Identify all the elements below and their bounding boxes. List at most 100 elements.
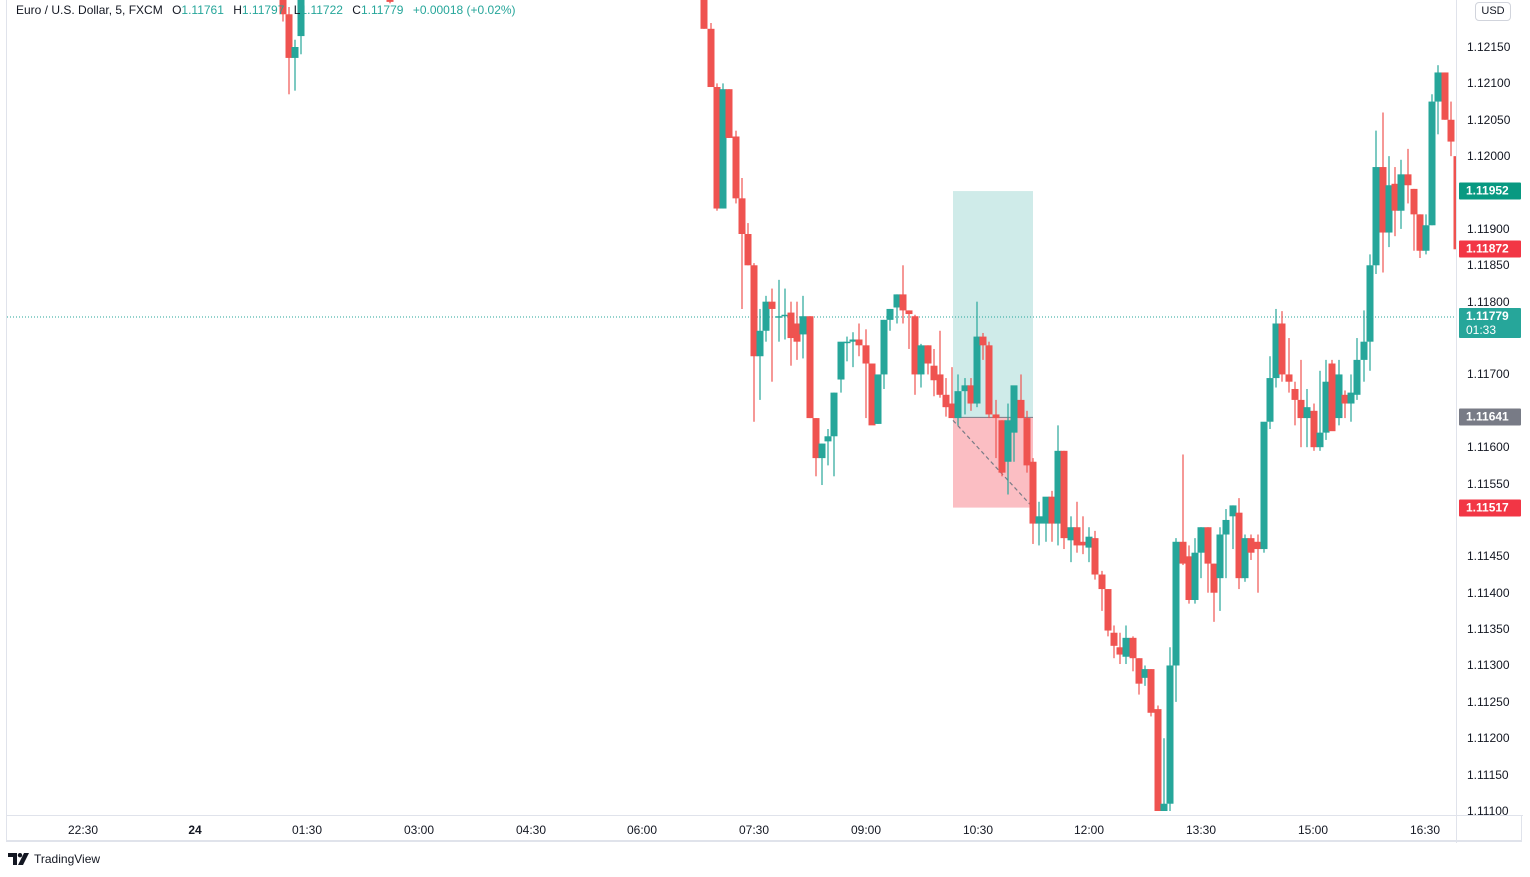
price-axis[interactable]: USD 1.12150 1.12100 1.12050 1.12000 1.11900 1… — [1456, 0, 1523, 818]
entry-price-label: 1.11641 — [1459, 408, 1521, 426]
candle-body — [713, 87, 721, 209]
candle-body — [1091, 538, 1099, 575]
last-candle-price-label: 1.11872 — [1459, 240, 1521, 258]
close-label: C — [352, 3, 361, 17]
candle-body — [1110, 632, 1118, 646]
candle-body — [744, 233, 752, 266]
candle-body — [855, 339, 863, 346]
candle-body — [762, 301, 770, 331]
candle-body — [1297, 399, 1305, 419]
candle-body — [1029, 461, 1037, 524]
chart-plot-area[interactable] — [7, 0, 1456, 815]
candle-body — [1135, 658, 1143, 684]
price-tick: 1.11700 — [1467, 367, 1510, 382]
bar-countdown: 01:33 — [1466, 322, 1497, 337]
candle-body — [942, 394, 950, 408]
candle-body — [985, 345, 993, 415]
time-tick: 06:00 — [626, 823, 658, 837]
candle-body — [1285, 374, 1293, 382]
candle-body — [979, 336, 987, 346]
candle-body — [1191, 552, 1199, 600]
candle-body — [843, 341, 851, 344]
candle-body — [1341, 394, 1349, 404]
candle-body — [738, 198, 746, 234]
footer-branding[interactable]: TradingView — [8, 852, 100, 866]
candle-body — [1229, 505, 1237, 517]
candle-body — [936, 374, 944, 395]
candle-body — [1360, 341, 1368, 360]
time-tick: 04:30 — [515, 823, 547, 837]
candle-body — [837, 341, 845, 380]
candle-body — [1347, 392, 1355, 404]
candle-body — [1004, 420, 1012, 462]
time-axis[interactable]: 22:30 24 01:30 03:00 04:30 06:00 07:30 09:00 10:… — [7, 815, 1456, 843]
currency-button[interactable]: USD — [1475, 2, 1511, 21]
candle-body — [1291, 388, 1299, 400]
candle-body — [948, 403, 956, 419]
candle-body — [781, 314, 789, 317]
candle-body — [1017, 399, 1025, 419]
candle-body — [1204, 527, 1212, 564]
candle-body — [750, 265, 758, 357]
candle-body — [1010, 385, 1018, 433]
high-label: H — [233, 3, 242, 17]
profit-target-zone — [953, 191, 1033, 418]
time-tick: 03:00 — [403, 823, 435, 837]
candle-body — [1254, 541, 1262, 550]
low-label: L — [293, 3, 301, 17]
candle-body — [1366, 265, 1374, 342]
candle-body — [1447, 119, 1455, 142]
price-tick: 1.12050 — [1467, 112, 1511, 127]
candle-body — [973, 336, 981, 404]
candle-body — [1166, 665, 1174, 804]
candle-body — [732, 136, 740, 199]
candle-body — [1353, 359, 1361, 395]
price-tick: 1.12150 — [1467, 40, 1511, 54]
candle-body — [1422, 225, 1430, 251]
time-tick: 12:00 — [1073, 823, 1105, 837]
candle-body — [1335, 374, 1343, 419]
candle-body — [905, 310, 913, 315]
candle-body — [1247, 538, 1255, 553]
price-tick: 1.11150 — [1467, 767, 1509, 782]
candle-body — [1397, 174, 1405, 211]
candle-body — [1216, 534, 1224, 579]
time-tick: 22:30 — [67, 823, 99, 837]
candle-body — [775, 316, 783, 318]
candle-body — [874, 374, 882, 424]
axis-corner — [1456, 815, 1523, 843]
price-tick: 1.11300 — [1467, 658, 1510, 673]
candle-body — [1210, 563, 1218, 593]
candle-body — [911, 316, 919, 375]
candle-body — [1391, 183, 1399, 211]
candle-body — [1042, 496, 1050, 524]
price-tick: 1.11900 — [1467, 221, 1510, 236]
candle-body — [1434, 72, 1442, 102]
candle-body — [285, 14, 293, 58]
time-tick: 16:30 — [1409, 823, 1441, 837]
candle-body — [799, 316, 807, 335]
candle-body — [1104, 589, 1112, 631]
candle-body — [954, 391, 962, 419]
candle-body — [1316, 432, 1324, 448]
candle-body — [1260, 421, 1268, 550]
tradingview-logo-icon — [8, 853, 29, 865]
candle-body — [1122, 637, 1130, 657]
candle-body — [1085, 536, 1093, 548]
candle-body — [967, 385, 975, 404]
time-tick: 01:30 — [291, 823, 323, 837]
candle-body — [818, 443, 826, 459]
candle-body — [700, 0, 708, 29]
candle-body — [297, 0, 305, 37]
candle-body — [862, 345, 870, 364]
candlestick-chart[interactable] — [7, 0, 1456, 815]
time-tick: 10:30 — [962, 823, 994, 837]
candle-body — [1328, 363, 1336, 432]
candle-body — [1235, 512, 1243, 579]
candle-body — [806, 316, 814, 419]
symbol-name[interactable]: Euro / U.S. Dollar, 5, FXCM — [16, 3, 163, 17]
candle-body — [917, 345, 925, 375]
candle-body — [793, 323, 801, 342]
candle-body — [830, 392, 838, 437]
candle-body — [1441, 72, 1449, 120]
